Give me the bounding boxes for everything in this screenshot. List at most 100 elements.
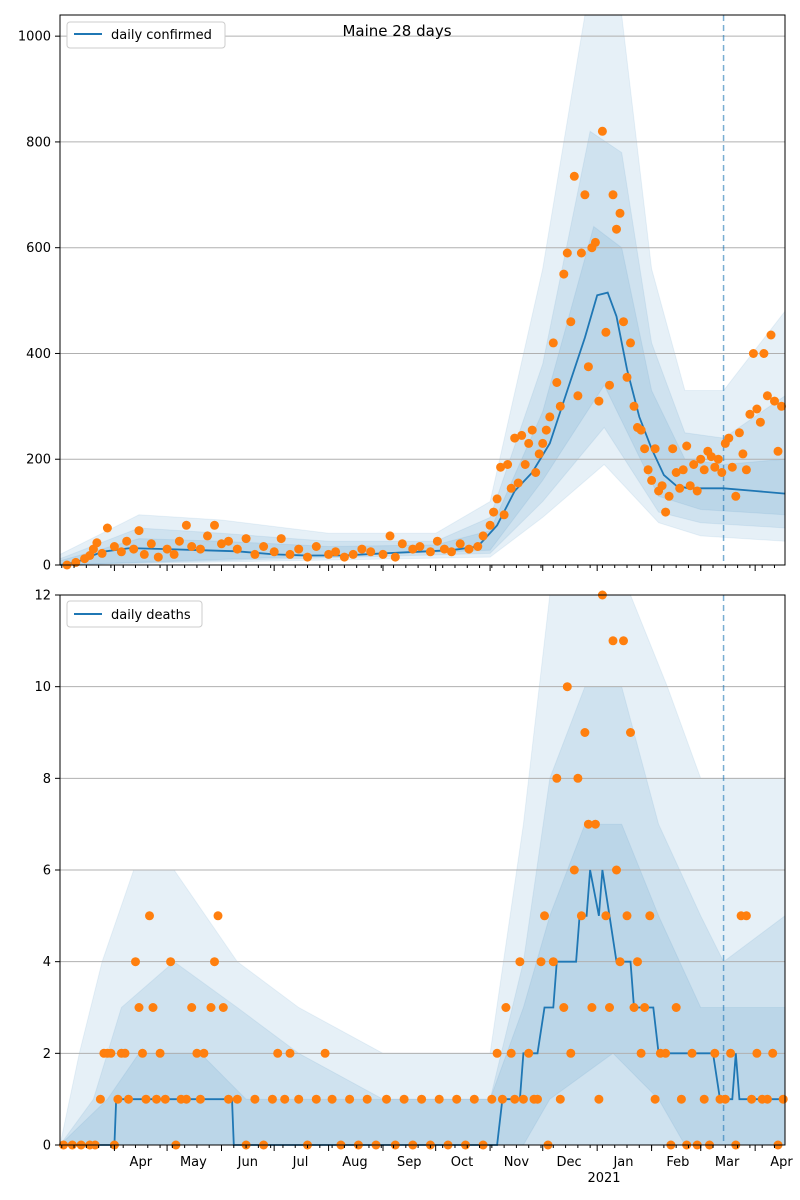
- deaths-y-ticks: 0 2 4 6 8 10 12: [34, 589, 60, 1154]
- observed-point: [562, 248, 572, 258]
- uncertainty-band: [58, 823, 786, 1146]
- observed-point: [696, 454, 706, 464]
- observed-point: [645, 911, 655, 921]
- observed-point: [629, 401, 639, 411]
- observed-point: [710, 462, 720, 472]
- observed-point: [280, 1094, 290, 1104]
- observed-point: [580, 728, 590, 737]
- observed-point: [762, 391, 772, 401]
- observed-point: [447, 547, 456, 557]
- observed-point: [531, 468, 541, 477]
- observed-point: [102, 523, 112, 533]
- observed-point: [734, 428, 744, 438]
- observed-point: [752, 1048, 762, 1058]
- observed-point: [566, 1048, 576, 1058]
- observed-point: [580, 190, 590, 200]
- observed-point: [434, 1094, 444, 1104]
- observed-point: [629, 1003, 639, 1012]
- observed-point: [713, 454, 723, 464]
- deaths-observed-points: [59, 590, 788, 1150]
- observed-point: [415, 542, 425, 551]
- observed-point: [345, 1094, 355, 1104]
- observed-point: [148, 1003, 158, 1012]
- observed-point: [187, 1003, 197, 1012]
- y-tick-label: 0: [43, 1139, 51, 1154]
- observed-point: [503, 460, 513, 469]
- observed-point: [741, 465, 751, 475]
- observed-point: [678, 465, 688, 475]
- observed-point: [267, 1094, 277, 1104]
- observed-point: [552, 378, 562, 387]
- observed-point: [399, 1094, 409, 1104]
- observed-point: [569, 865, 579, 875]
- observed-point: [113, 1094, 123, 1104]
- observed-point: [129, 544, 139, 554]
- confirmed-x-ticks: [61, 565, 775, 571]
- observed-point: [452, 1094, 462, 1104]
- observed-point: [747, 1094, 757, 1104]
- x-month-label: Aug: [342, 1155, 367, 1170]
- observed-point: [675, 483, 685, 493]
- observed-point: [181, 1094, 191, 1104]
- observed-point: [138, 1048, 147, 1058]
- observed-point: [540, 911, 549, 921]
- observed-point: [145, 911, 154, 921]
- observed-point: [569, 171, 579, 181]
- observed-point: [518, 1094, 528, 1104]
- observed-point: [566, 317, 576, 327]
- observed-point: [612, 865, 621, 875]
- observed-point: [174, 536, 184, 546]
- observed-point: [559, 1003, 569, 1012]
- observed-point: [597, 126, 607, 136]
- observed-point: [160, 1094, 170, 1104]
- axes-frame: [59, 14, 786, 566]
- observed-point: [533, 1094, 542, 1104]
- observed-point: [473, 542, 483, 551]
- observed-point: [218, 1003, 228, 1012]
- confirmed-y-ticks: 0 200 400 600 800 1000: [18, 30, 60, 574]
- observed-point: [439, 544, 449, 554]
- observed-point: [717, 468, 727, 477]
- observed-point: [576, 911, 586, 921]
- observed-point: [759, 349, 769, 358]
- observed-point: [187, 542, 197, 551]
- observed-point: [106, 1048, 116, 1058]
- observed-point: [116, 547, 126, 557]
- observed-point: [515, 957, 525, 967]
- observed-point: [124, 1094, 133, 1104]
- observed-point: [378, 549, 388, 559]
- observed-point: [671, 468, 681, 477]
- y-tick-label: 1000: [18, 30, 51, 45]
- legend-label-deaths: daily deaths: [111, 608, 191, 623]
- observed-point: [685, 481, 695, 491]
- x-month-label: Feb: [666, 1155, 689, 1170]
- observed-point: [636, 1048, 646, 1058]
- observed-point: [682, 441, 692, 451]
- legend-box: [66, 600, 203, 628]
- observed-point: [608, 190, 618, 200]
- observed-point: [661, 507, 671, 517]
- observed-point: [612, 224, 621, 234]
- observed-point: [555, 401, 565, 411]
- y-tick-label: 12: [34, 589, 51, 604]
- observed-point: [608, 636, 618, 646]
- confirmed-panel: 0 200 400 600 800 1000 Maine 28 days daily co…: [18, 14, 786, 574]
- observed-point: [689, 460, 699, 469]
- observed-point: [382, 1094, 391, 1104]
- x-month-label: Jul: [292, 1155, 309, 1170]
- observed-point: [432, 536, 442, 546]
- observed-point: [650, 444, 660, 454]
- observed-point: [417, 1094, 427, 1104]
- observed-point: [455, 539, 465, 549]
- deaths-x-ticks: [61, 1145, 775, 1151]
- observed-point: [524, 438, 534, 448]
- observed-point: [643, 465, 653, 475]
- x-month-label: Jun: [237, 1155, 258, 1170]
- observed-point: [640, 1003, 650, 1012]
- observed-point: [517, 430, 527, 440]
- x-month-label: Sep: [397, 1155, 422, 1170]
- observed-point: [122, 536, 132, 546]
- y-tick-label: 0: [43, 559, 51, 574]
- observed-point: [506, 1048, 516, 1058]
